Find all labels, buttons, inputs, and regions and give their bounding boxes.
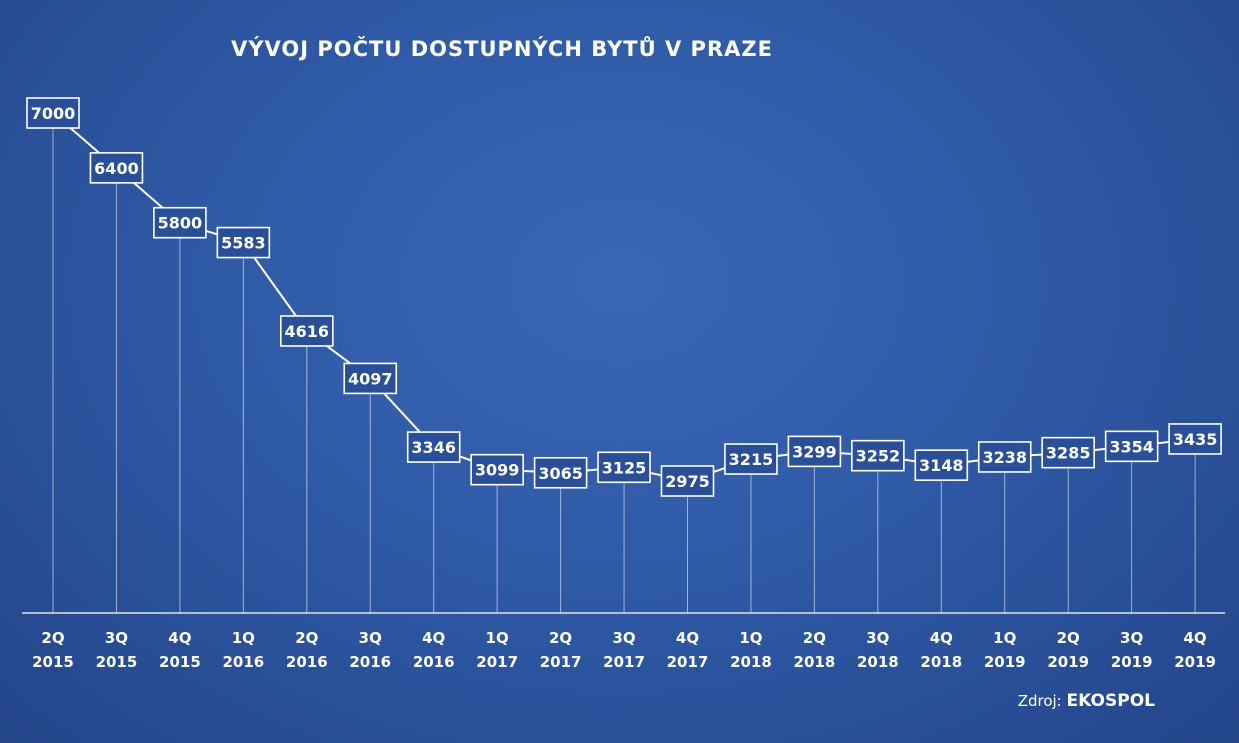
data-point: 3125 [597, 451, 651, 484]
x-tick-label: 2Q 2015 [32, 629, 74, 671]
data-label-box [597, 451, 651, 484]
source-note: Zdroj: EKOSPOL [1018, 691, 1155, 711]
data-label-box [279, 315, 334, 347]
x-tick-label: 3Q 2017 [603, 629, 645, 671]
data-point: 5583 [216, 226, 271, 259]
data-point: 7000 [26, 97, 80, 129]
data-point: 3346 [406, 431, 461, 463]
x-tick-label: 4Q 2019 [1174, 629, 1216, 671]
data-label-box [470, 453, 524, 486]
data-label: 3238 [982, 448, 1027, 467]
x-tick-label: 1Q 2016 [222, 629, 264, 671]
data-point: 3354 [1104, 430, 1159, 463]
data-label: 3065 [538, 464, 583, 483]
data-label-box [977, 441, 1032, 473]
x-tick-label: 3Q 2016 [349, 629, 391, 671]
chart-title: VÝVOJ POČTU DOSTUPNÝCH BYTŮ V PRAZE [231, 36, 773, 61]
data-label: 3125 [602, 458, 647, 477]
data-point: 4616 [279, 315, 334, 347]
data-label: 5583 [221, 234, 266, 253]
data-label: 3215 [729, 450, 774, 469]
x-tick-label: 2Q 2019 [1047, 629, 1089, 671]
data-label: 3435 [1173, 430, 1218, 449]
data-label: 7000 [31, 104, 76, 123]
data-point: 5800 [153, 206, 207, 239]
data-point: 3285 [1041, 436, 1095, 469]
data-point: 3252 [851, 439, 905, 472]
data-label-box [153, 206, 207, 239]
drop-lines [52, 113, 1196, 613]
data-label-box [89, 152, 144, 184]
data-label: 3252 [856, 447, 901, 466]
x-tick-label: 2Q 2017 [540, 629, 582, 671]
x-tick-label: 3Q 2018 [857, 629, 899, 671]
data-point: 3065 [533, 456, 588, 489]
x-tick-label: 2Q 2016 [286, 629, 328, 671]
data-label-box [343, 362, 398, 395]
data-label-box [1168, 423, 1222, 455]
data-point: 3238 [977, 441, 1032, 473]
x-tick-label: 4Q 2016 [413, 629, 455, 671]
data-label: 3148 [919, 456, 964, 475]
source-prefix: Zdroj: [1017, 692, 1062, 710]
data-label-box [216, 226, 271, 259]
data-point: 6400 [89, 152, 144, 184]
data-label: 3354 [1109, 437, 1154, 456]
x-tick-label: 4Q 2017 [667, 629, 709, 671]
x-tick-label: 4Q 2018 [920, 629, 962, 671]
data-label: 3299 [792, 442, 837, 461]
data-point: 3148 [914, 449, 969, 481]
data-label-box [1041, 436, 1095, 469]
data-point: 4097 [343, 362, 398, 395]
x-tick-label: 3Q 2019 [1111, 629, 1153, 671]
series-line [52, 112, 1196, 483]
data-label-box [406, 431, 461, 463]
x-tick-label: 1Q 2019 [984, 629, 1026, 671]
x-tick-label: 3Q 2015 [96, 629, 138, 671]
data-point: 3099 [470, 453, 524, 486]
data-label: 3285 [1046, 444, 1091, 463]
x-tick-label: 4Q 2015 [159, 629, 201, 671]
x-tick-label: 1Q 2017 [476, 629, 518, 671]
x-tick-label: 2Q 2018 [794, 629, 836, 671]
x-tick-labels: 2Q 2015 3Q 2015 4Q 2015 1Q 2016 2Q 2016 3Q 2016 4Q 20… [32, 629, 1216, 671]
data-point: 2975 [660, 465, 715, 497]
data-label-box [787, 435, 842, 468]
data-points: 7000 6400 5800 5583 4616 4097 3346 3099 3065 3125… [26, 97, 1222, 497]
source-name: EKOSPOL [1066, 691, 1155, 711]
data-label-box [1104, 430, 1159, 463]
data-label-box [851, 439, 905, 472]
data-point: 3299 [787, 435, 842, 468]
data-label-box [660, 465, 715, 497]
data-label: 2975 [665, 472, 710, 491]
data-label: 5800 [158, 214, 203, 233]
x-tick-label: 1Q 2018 [730, 629, 772, 671]
data-label-box [26, 97, 80, 129]
data-label-box [914, 449, 969, 481]
data-point: 3435 [1168, 423, 1222, 455]
data-label: 6400 [94, 159, 139, 178]
data-label-box [533, 456, 588, 489]
data-label: 3346 [411, 438, 456, 457]
data-label-box [724, 443, 778, 475]
data-label: 3099 [475, 461, 520, 480]
data-point: 3215 [724, 443, 778, 475]
data-label: 4097 [348, 369, 393, 388]
data-label: 4616 [285, 322, 330, 341]
